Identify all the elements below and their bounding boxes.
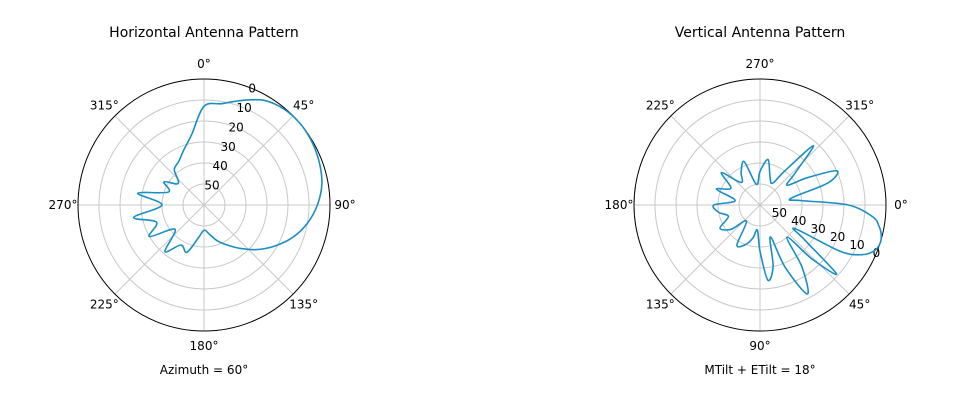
angle-tick-label: 135° xyxy=(289,298,318,312)
radial-tick-label: 20 xyxy=(228,120,243,134)
radial-tick-label: 30 xyxy=(811,222,826,236)
angle-tick-label: 180° xyxy=(605,198,634,212)
radial-tick-label: 20 xyxy=(830,230,845,244)
x-axis-label: Azimuth = 60° xyxy=(160,363,248,377)
grid-spoke xyxy=(670,204,761,295)
radial-tick-label: 50 xyxy=(204,179,219,193)
radial-tick-label: 30 xyxy=(220,140,235,154)
radial-tick-labels: 0 10 20 30 40 50 xyxy=(772,206,880,260)
radial-tick-label: 40 xyxy=(791,214,806,228)
polar-frame xyxy=(633,78,887,332)
angle-tick-label: 315° xyxy=(90,98,119,112)
radial-tick-label: 50 xyxy=(772,206,787,220)
angle-tick-label: 90° xyxy=(334,198,355,212)
angle-tick-labels: 0° 45° 90° 135° 180° 225° 270° 315° xyxy=(49,57,356,353)
pattern-series-line xyxy=(712,144,883,295)
radial-tick-label: 10 xyxy=(237,101,252,115)
grid-spoke xyxy=(114,115,205,206)
radial-tick-label: 40 xyxy=(212,159,227,173)
grid-spoke xyxy=(203,115,294,206)
angle-tick-label: 225° xyxy=(90,298,119,312)
angle-tick-label: 90° xyxy=(749,339,770,353)
angle-tick-label: 270° xyxy=(49,198,78,212)
angle-tick-label: 135° xyxy=(646,298,675,312)
angle-tick-labels: 0° 45° 90° 135° 180° 225° 270° 315° xyxy=(605,57,908,353)
grid-spoke xyxy=(670,115,761,206)
angle-tick-label: 0° xyxy=(197,57,211,71)
angle-tick-label: 180° xyxy=(190,339,219,353)
horizontal-pattern-plot: Horizontal Antenna Pattern 0° 45° 90° 135° 1… xyxy=(49,25,356,377)
grid-spoke xyxy=(114,204,205,295)
grid-spoke xyxy=(759,204,850,295)
polar-grid xyxy=(634,79,886,331)
x-axis-label: MTilt + ETilt = 18° xyxy=(704,363,815,377)
angle-tick-label: 0° xyxy=(894,198,908,212)
radial-tick-labels: 0 10 20 30 40 50 xyxy=(204,82,256,193)
angle-tick-label: 315° xyxy=(845,98,874,112)
polar-grid xyxy=(78,79,330,331)
polar-frame xyxy=(77,78,331,332)
angle-tick-label: 270° xyxy=(746,57,775,71)
radial-tick-label: 10 xyxy=(849,238,864,252)
pattern-series-line xyxy=(132,98,323,254)
radial-tick-label: 0 xyxy=(873,246,881,260)
angle-tick-label: 225° xyxy=(646,98,675,112)
chart-title: Vertical Antenna Pattern xyxy=(675,25,846,41)
chart-title: Horizontal Antenna Pattern xyxy=(109,25,299,41)
radial-tick-label: 0 xyxy=(248,82,256,96)
angle-tick-label: 45° xyxy=(293,98,314,112)
angle-tick-label: 45° xyxy=(849,298,870,312)
vertical-pattern-plot: Vertical Antenna Pattern 0° 45° 90° 135° 180… xyxy=(605,25,908,377)
